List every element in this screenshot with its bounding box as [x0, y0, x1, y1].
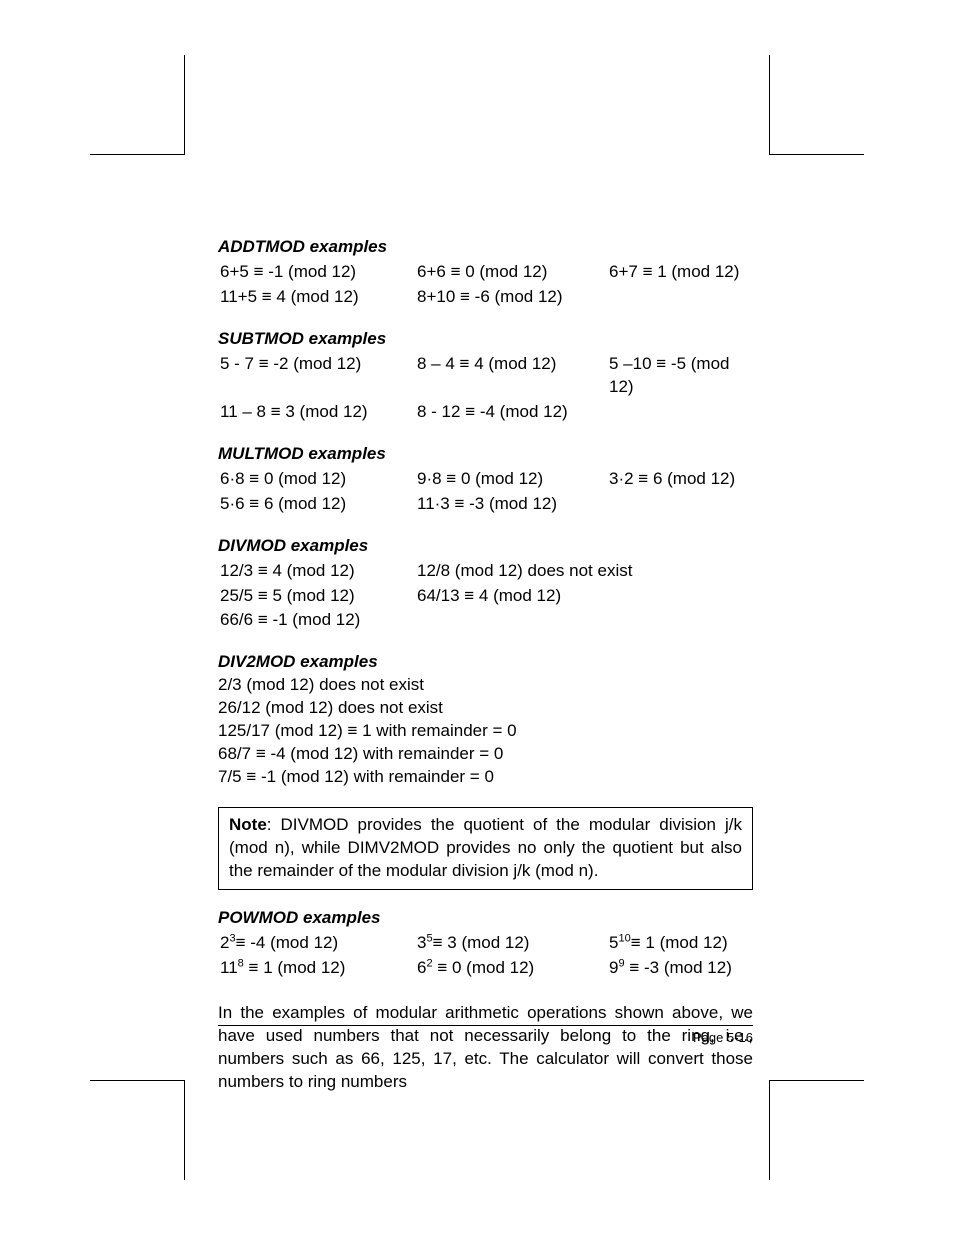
- closing-paragraph: In the examples of modular arithmetic op…: [218, 1002, 753, 1094]
- div2mod-title: DIV2MOD examples: [218, 652, 753, 672]
- page-footer: Page 5-16: [218, 1025, 753, 1045]
- div2mod-line: 2/3 (mod 12) does not exist: [218, 674, 753, 697]
- footer-rule: [218, 1025, 753, 1026]
- note-label: Note: [229, 815, 267, 834]
- page-content: ADDTMOD examples 6+5 ≡ -1 (mod 12) 6+6 ≡…: [218, 237, 753, 1094]
- powmod-title: POWMOD examples: [218, 908, 753, 928]
- cell: 6+5: [220, 262, 254, 281]
- note-body: : DIVMOD provides the quotient of the mo…: [229, 815, 742, 880]
- crop-mark-top-right: [769, 55, 864, 155]
- crop-mark-bottom-right: [769, 1080, 864, 1180]
- divmod-table: 12/3 ≡ 4 (mod 12) 12/8 (mod 12) does not…: [218, 558, 753, 635]
- div2mod-line: 7/5 ≡ -1 (mod 12) with remainder = 0: [218, 766, 753, 789]
- div2mod-line: 125/17 (mod 12) ≡ 1 with remainder = 0: [218, 720, 753, 743]
- note-box: Note: DIVMOD provides the quotient of th…: [218, 807, 753, 890]
- addtmod-table: 6+5 ≡ -1 (mod 12) 6+6 ≡ 0 (mod 12) 6+7 ≡…: [218, 259, 753, 311]
- subtmod-title: SUBTMOD examples: [218, 329, 753, 349]
- divmod-title: DIVMOD examples: [218, 536, 753, 556]
- subtmod-table: 5 - 7 ≡ -2 (mod 12) 8 – 4 ≡ 4 (mod 12) 5…: [218, 351, 753, 426]
- powmod-table: 23≡ -4 (mod 12) 35≡ 3 (mod 12) 510≡ 1 (m…: [218, 930, 753, 982]
- crop-mark-bottom-left: [90, 1080, 185, 1180]
- div2mod-line: 68/7 ≡ -4 (mod 12) with remainder = 0: [218, 743, 753, 766]
- div2mod-line: 26/12 (mod 12) does not exist: [218, 697, 753, 720]
- addtmod-title: ADDTMOD examples: [218, 237, 753, 257]
- multmod-title: MULTMOD examples: [218, 444, 753, 464]
- page-number: Page 5-16: [218, 1030, 753, 1045]
- crop-mark-top-left: [90, 55, 185, 155]
- multmod-table: 6·8 ≡ 0 (mod 12) 9·8 ≡ 0 (mod 12) 3·2 ≡ …: [218, 466, 753, 518]
